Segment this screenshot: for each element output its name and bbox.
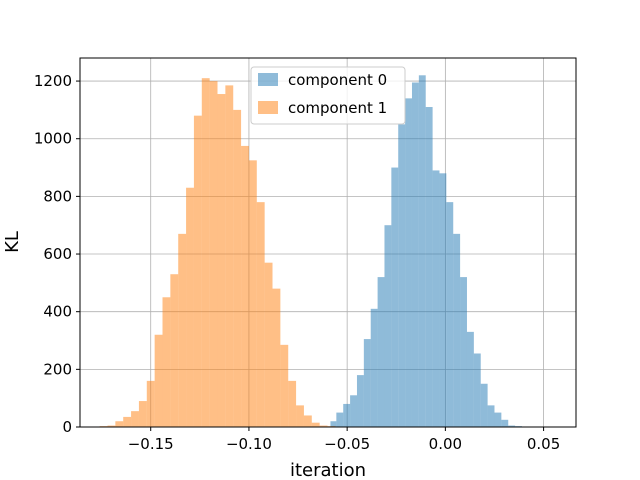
bar-series-0-bin-9 [391,167,399,427]
legend-label-component-1: component 1 [288,99,387,117]
y-axis-label: KL [2,231,23,253]
bar-series-1-bin-7 [154,334,163,427]
bar-series-0-bin-21 [473,353,481,427]
legend-label-component-0: component 0 [288,71,387,89]
y-tick-label-0: 0 [62,418,72,436]
bar-series-0-bin-22 [480,383,488,427]
bar-series-0-bin-14 [425,107,433,427]
bar-series-1-bin-24 [288,380,297,427]
bar-series-0-bin-3 [350,395,357,427]
y-tick-label-6: 1200 [34,72,72,90]
bar-series-1-bin-27 [311,422,320,427]
bar-series-1-bin-20 [256,202,265,427]
bar-series-0-bin-4 [356,375,364,427]
bar-series-0-bin-24 [494,412,502,427]
bar-series-0-bin-13 [418,75,426,427]
bar-series-0-bin-20 [466,331,474,427]
bar-series-0-bin-25 [501,419,509,427]
bar-series-0-bin-17 [446,202,454,427]
bar-series-0-bin-6 [370,308,378,427]
legend-swatch-component-1 [258,101,278,114]
bar-series-0-bin-7 [377,277,385,427]
y-axis-ticks: 0 200 400 600 800 1000 1200 [34,72,80,436]
bar-series-0-bin-12 [411,82,419,427]
bar-series-0-bin-0 [330,421,337,427]
y-tick-label-5: 1000 [34,130,72,148]
plot-frame [79,57,577,428]
x-axis-ticks: −0.15 −0.10 −0.05 0.00 0.05 [128,427,560,453]
bar-series-1-bin-13 [201,78,210,427]
bar-series-0-bin-18 [453,233,461,427]
bar-series-0-bin-11 [405,98,412,427]
bar-series-0-bin-23 [487,405,495,427]
x-tick-label-1: −0.10 [226,435,272,453]
bar-series-1-bin-4 [131,411,139,427]
bar-series-0-bin-2 [343,403,351,427]
bar-series-1-bin-15 [217,94,226,427]
x-tick-label-3: 0.00 [429,435,462,453]
bar-series-1-bin-16 [225,85,234,427]
bar-series-1-bin-6 [146,380,155,427]
legend: component 0 component 1 [250,66,406,125]
bar-series-0-bin-10 [398,124,406,427]
bar-series-0-bin-8 [384,225,392,427]
bar-series-1-bin-14 [209,81,218,427]
bar-series-1-bin-18 [241,145,249,427]
bar-series-1-bin-11 [186,187,194,427]
bar-series-1-bin-5 [138,401,147,427]
bar-series-1-bin-10 [178,233,187,427]
bar-series-1-bin-9 [170,274,179,427]
y-tick-label-4: 800 [43,187,72,205]
y-tick-label-1: 200 [43,360,72,378]
bar-series-1-bin-21 [264,262,273,427]
bar-series-1-bin-23 [280,344,289,427]
bar-series-1-bin-8 [162,297,171,427]
bar-series-1-bin-26 [303,415,312,427]
x-tick-label-4: 0.05 [527,435,560,453]
y-tick-label-2: 400 [43,303,72,321]
legend-box [250,66,406,125]
x-tick-label-2: −0.05 [324,435,370,453]
bar-series-1-bin-28 [319,425,328,427]
bar-series-0-bin-26 [508,425,516,427]
bar-series-1-bin-17 [233,109,242,427]
bar-series-0-bin-16 [439,173,447,427]
bar-series-0-bin-19 [460,277,467,427]
bar-series-1-bin-3 [123,416,132,427]
bar-series-0-bin-1 [336,412,344,427]
bar-series-1-bin-19 [248,160,257,427]
bars [99,75,529,427]
y-tick-label-3: 600 [43,245,72,263]
bar-series-1-bin-22 [272,288,281,427]
bar-series-1-bin-25 [296,405,304,427]
legend-swatch-component-0 [258,73,278,86]
bar-series-1-bin-1 [107,425,116,427]
bar-series-1-bin-2 [115,421,124,427]
bar-series-1-bin-12 [193,115,202,427]
x-axis-label: iteration [290,460,366,480]
bar-series-0-bin-5 [363,339,371,427]
bar-series-0-bin-15 [432,170,440,427]
x-tick-label-0: −0.15 [128,435,174,453]
